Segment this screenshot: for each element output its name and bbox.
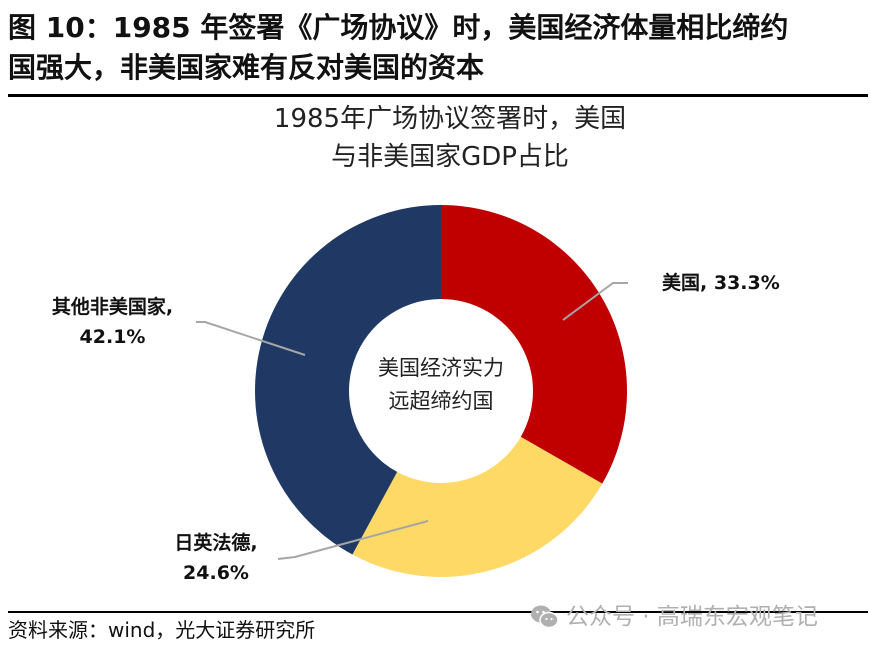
donut-slices	[255, 205, 627, 577]
chart-title-line-1: 1985年广场协议签署时，美国	[273, 104, 627, 134]
data-label-jpukfrde: 日英法德, 24.6%	[160, 528, 272, 588]
figure-title-line-2: 国强大，非美国家难有反对美国的资本	[8, 51, 485, 84]
label-other-name: 其他非美国家,	[51, 296, 174, 318]
source-note: 资料来源：wind，光大证券研究所	[8, 618, 316, 642]
leader-line-other	[196, 321, 306, 356]
label-us-value: 33.3%	[713, 272, 780, 294]
center-annotation-line-1: 美国经济实力	[378, 356, 504, 380]
leader-line-us	[562, 282, 628, 321]
top-divider	[8, 94, 868, 97]
leader-line-jpukfrde	[277, 520, 429, 560]
label-other-value: 42.1%	[79, 326, 146, 348]
data-label-other: 其他非美国家, 42.1%	[30, 292, 195, 352]
slice-us	[441, 205, 627, 484]
slice-other	[255, 205, 441, 555]
leader-lines	[196, 282, 628, 560]
data-label-us: 美国, 33.3%	[662, 268, 780, 298]
figure-title-line-1: 图 10：1985 年签署《广场协议》时，美国经济体量相比缔约	[8, 11, 789, 44]
label-jpukfrde-value: 24.6%	[183, 562, 249, 584]
chart-title-line-2: 与非美国家GDP占比	[331, 142, 569, 172]
wechat-icon	[530, 604, 560, 630]
bottom-divider	[8, 611, 868, 613]
label-us-name: 美国,	[662, 272, 708, 294]
watermark-text: 公众号 · 高瑞东宏观笔记	[566, 604, 818, 630]
center-annotation-line-2: 远超缔约国	[388, 389, 494, 413]
label-jpukfrde-name: 日英法德,	[174, 532, 258, 554]
chart-title: 1985年广场协议签署时，美国 与非美国家GDP占比	[230, 100, 670, 176]
watermark: 公众号 · 高瑞东宏观笔记	[530, 602, 818, 632]
figure-title: 图 10：1985 年签署《广场协议》时，美国经济体量相比缔约 国强大，非美国家…	[8, 8, 868, 88]
donut-center-annotation: 美国经济实力 远超缔约国	[350, 352, 532, 418]
slice-jpukfrde	[352, 436, 603, 577]
